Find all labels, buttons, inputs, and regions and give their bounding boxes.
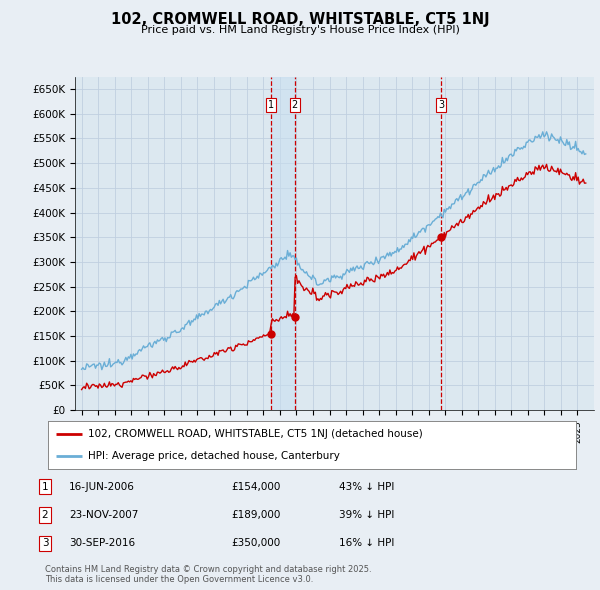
Text: HPI: Average price, detached house, Canterbury: HPI: Average price, detached house, Cant… [88, 451, 340, 461]
Text: 3: 3 [438, 100, 444, 110]
Text: 16% ↓ HPI: 16% ↓ HPI [339, 539, 394, 548]
Text: 39% ↓ HPI: 39% ↓ HPI [339, 510, 394, 520]
Text: £350,000: £350,000 [231, 539, 280, 548]
Bar [271, 77, 295, 410]
Text: 1: 1 [41, 482, 49, 491]
Text: Contains HM Land Registry data © Crown copyright and database right 2025.
This d: Contains HM Land Registry data © Crown c… [45, 565, 371, 584]
Text: 16-JUN-2006: 16-JUN-2006 [69, 482, 135, 491]
Text: £189,000: £189,000 [231, 510, 280, 520]
Text: 43% ↓ HPI: 43% ↓ HPI [339, 482, 394, 491]
Text: 102, CROMWELL ROAD, WHITSTABLE, CT5 1NJ (detached house): 102, CROMWELL ROAD, WHITSTABLE, CT5 1NJ … [88, 429, 422, 439]
Text: 102, CROMWELL ROAD, WHITSTABLE, CT5 1NJ: 102, CROMWELL ROAD, WHITSTABLE, CT5 1NJ [110, 12, 490, 27]
Text: 2: 2 [292, 100, 298, 110]
Text: £154,000: £154,000 [231, 482, 280, 491]
Text: 30-SEP-2016: 30-SEP-2016 [69, 539, 135, 548]
Text: 1: 1 [268, 100, 274, 110]
Text: 23-NOV-2007: 23-NOV-2007 [69, 510, 139, 520]
Text: 2: 2 [41, 510, 49, 520]
Text: 3: 3 [41, 539, 49, 548]
Text: Price paid vs. HM Land Registry's House Price Index (HPI): Price paid vs. HM Land Registry's House … [140, 25, 460, 35]
